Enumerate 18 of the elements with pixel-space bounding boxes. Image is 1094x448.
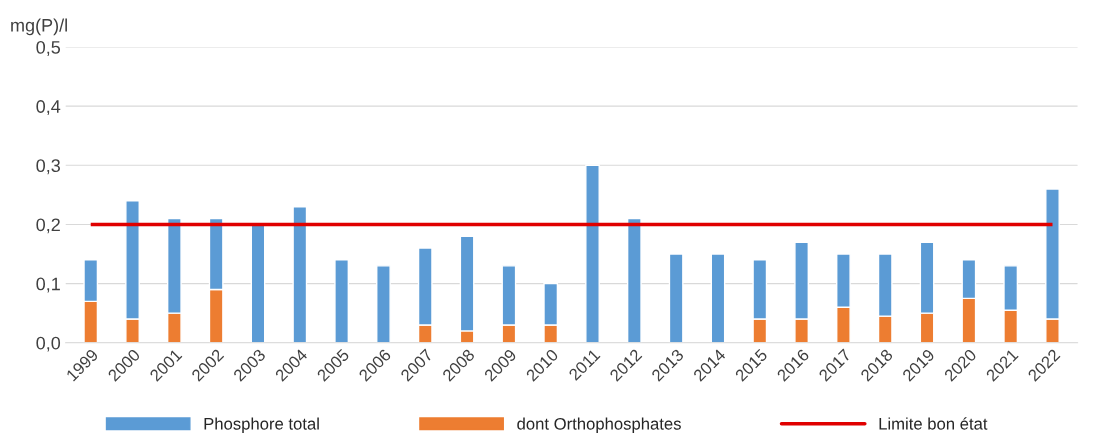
- bar: [376, 265, 391, 343]
- bar: [250, 223, 266, 343]
- bar: [292, 206, 308, 343]
- bar: [668, 253, 684, 343]
- y-tick-label: 0,3: [36, 159, 60, 175]
- legend-label: dont Orthophosphates: [517, 417, 681, 433]
- y-tick-label: 0,2: [36, 218, 60, 234]
- y-tick-label: 0,0: [36, 336, 61, 352]
- y-axis-title: mg(P)/l: [11, 18, 67, 36]
- bar: [334, 259, 350, 343]
- y-tick-label: 0,5: [36, 40, 61, 56]
- legend-label: Limite bon état: [879, 417, 988, 430]
- legend-label: Phosphore total: [204, 417, 319, 433]
- bar: [710, 253, 726, 343]
- y-tick-label: 0,1: [36, 277, 60, 293]
- bar: [626, 217, 642, 343]
- y-tick-label: 0,4: [36, 100, 61, 116]
- bar: [585, 164, 600, 343]
